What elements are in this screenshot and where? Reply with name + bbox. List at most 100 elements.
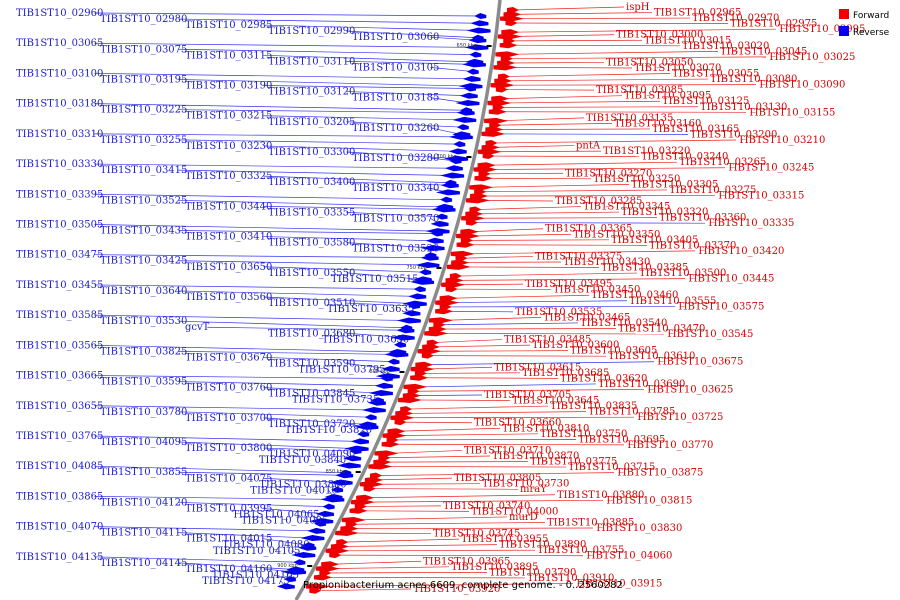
feature-arrow-forward (465, 219, 478, 226)
leader-line-forward (480, 189, 668, 193)
feature-arrow-reverse (461, 61, 486, 68)
gene-label-forward: TIB1ST10_03730 (482, 479, 569, 490)
feature-arrow-forward (469, 206, 482, 213)
feature-arrow-forward (382, 432, 407, 439)
leader-line-forward (484, 172, 564, 175)
gene-label-reverse: TIB1ST10_04065 (232, 510, 319, 521)
leader-line-reverse (94, 103, 467, 111)
feature-arrow-forward (350, 499, 375, 506)
feature-arrow-reverse (335, 472, 354, 479)
leader-line-reverse (178, 169, 453, 176)
gene-label-reverse: TIB1ST10_03565 (16, 340, 103, 351)
feature-arrow-forward (439, 295, 458, 302)
feature-arrow-forward (478, 170, 491, 177)
gene-label-reverse: TIB1ST10_03840 (259, 455, 346, 466)
feature-arrow-forward (460, 237, 473, 244)
feature-arrow-forward (315, 565, 340, 572)
leader-line-forward (422, 366, 493, 370)
leader-line-forward (486, 161, 678, 166)
gene-label-forward: TIB1ST10_03690 (598, 379, 685, 390)
scale-tick-mark (399, 371, 405, 373)
leader-line-forward (342, 538, 460, 543)
feature-arrow-reverse (350, 438, 369, 445)
leader-line-forward (410, 399, 511, 401)
feature-arrow-reverse (435, 213, 448, 220)
feature-arrow-reverse (419, 269, 432, 276)
feature-arrow-forward (363, 485, 376, 492)
feature-arrow-forward (349, 507, 368, 514)
leader-line-forward (384, 455, 491, 459)
scale-tick-mark (466, 156, 472, 158)
leader-line-reverse (178, 471, 345, 476)
feature-arrow-reverse (331, 486, 344, 493)
leader-line-reverse (263, 54, 475, 63)
gene-label-forward: TIB1ST10_03020 (682, 41, 769, 52)
leader-line-reverse (346, 181, 450, 186)
gene-label-forward: TIB1ST10_03250 (593, 174, 680, 185)
leader-line-forward (481, 184, 630, 188)
feature-arrow-forward (477, 162, 496, 169)
gene-label-reverse: TIB1ST10_03255 (100, 135, 187, 146)
feature-arrow-forward (422, 343, 441, 350)
gene-label-reverse: TIB1ST10_04015 (185, 534, 272, 545)
feature-arrow-forward (421, 352, 434, 359)
leader-line-reverse (94, 375, 387, 379)
feature-arrow-reverse (415, 261, 440, 268)
gene-label-reverse: gcvT (185, 322, 210, 333)
leader-line-forward (511, 22, 729, 24)
feature-track (276, 7, 524, 594)
leader-line-reverse (178, 320, 407, 329)
gene-label-forward: TIB1ST10_03755 (537, 545, 624, 556)
leader-line-forward (507, 50, 719, 55)
leader-line-forward (404, 411, 587, 414)
leader-line-reverse (94, 42, 477, 48)
leader-line-forward (349, 527, 594, 529)
feature-arrow-forward (506, 7, 519, 13)
gene-label-forward: TIB1ST10_03485 (504, 335, 591, 346)
gene-label-reverse: TIB1ST10_03120 (268, 87, 355, 98)
leader-line-forward (444, 310, 514, 313)
leader-line-forward (471, 222, 706, 224)
gene-label-forward: TIB1ST10_03090 (758, 80, 845, 91)
leader-line-forward (493, 133, 689, 135)
feature-arrow-reverse (343, 455, 362, 462)
leader-line-reverse (263, 477, 341, 483)
feature-arrow-forward (435, 299, 460, 306)
feature-arrow-forward (461, 215, 486, 222)
gene-label-forward: TIB1ST10_03675 (656, 357, 743, 368)
feature-arrow-reverse (322, 503, 335, 510)
gene-label-forward: TIB1ST10_03910 (527, 573, 614, 584)
gene-label-reverse: TIB1ST10_03665 (16, 371, 103, 382)
feature-arrow-reverse (387, 358, 400, 365)
feature-arrow-forward (329, 552, 342, 559)
gene-label-forward: TIB1ST10_03245 (727, 163, 814, 174)
leader-line-forward (508, 44, 681, 47)
leader-line-forward (512, 12, 653, 15)
gene-label-forward: TIB1ST10_03200 (690, 129, 777, 140)
leader-line-forward (424, 361, 655, 366)
feature-arrow-reverse (307, 527, 326, 534)
gene-label-reverse: TIB1ST10_03395 (16, 189, 103, 200)
leader-line-reverse (178, 48, 476, 56)
leader-line-forward (406, 405, 549, 410)
leader-line-forward (501, 89, 595, 91)
leader-line-reverse (346, 242, 433, 249)
feature-arrow-forward (477, 148, 502, 155)
feature-arrow-forward (501, 29, 520, 36)
gene-label-forward: TIB1ST10_03470 (618, 323, 705, 334)
feature-arrow-reverse (390, 334, 415, 341)
gene-label-reverse: TIB1ST10_03355 (268, 207, 355, 218)
leader-line-forward (509, 34, 615, 37)
gene-label-forward: TIB1ST10_03705 (484, 390, 571, 401)
leader-line-reverse (430, 36, 478, 41)
feature-arrow-forward (503, 11, 522, 18)
feature-arrow-forward (485, 126, 504, 133)
leader-line-reverse (178, 441, 357, 449)
leader-line-forward (375, 472, 615, 476)
feature-arrow-forward (455, 255, 468, 262)
feature-arrow-reverse (364, 414, 377, 421)
leader-line-reverse (94, 12, 481, 17)
gene-label-forward: TIB1ST10_03885 (547, 517, 634, 528)
gene-label-forward: TIB1ST10_03460 (591, 290, 678, 301)
gene-label-forward: TIB1ST10_03265 (679, 157, 766, 168)
